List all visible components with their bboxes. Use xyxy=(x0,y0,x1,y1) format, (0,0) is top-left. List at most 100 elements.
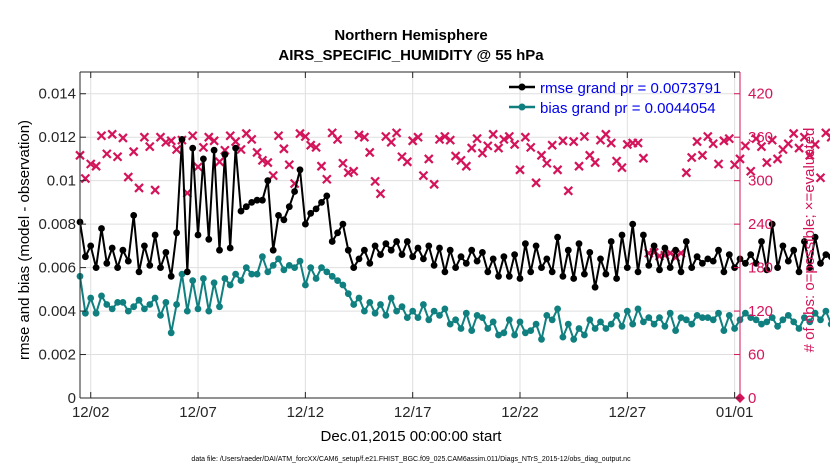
rmse-point xyxy=(704,255,712,263)
obs-mark-b xyxy=(751,133,761,144)
bias-point xyxy=(564,320,572,328)
obs-mark-b xyxy=(762,157,772,168)
legend: rmse grand pr = 0.0073791 bias grand pr … xyxy=(509,80,721,117)
rmse-point xyxy=(302,220,309,228)
obs-point xyxy=(756,141,767,152)
bias-point xyxy=(495,331,502,339)
bias-point xyxy=(586,316,594,324)
rmse-point xyxy=(500,253,508,261)
rmse-point xyxy=(774,264,781,271)
obs-point xyxy=(118,133,128,143)
obs-mark-b xyxy=(118,133,128,143)
bias-point xyxy=(522,329,529,337)
rmse-point xyxy=(130,212,138,219)
bias-point xyxy=(382,312,390,319)
bias-point xyxy=(758,320,765,328)
obs-mark-a xyxy=(826,132,830,138)
bias-point xyxy=(114,299,121,306)
chart-subtitle: AIRS_SPECIFIC_HUMIDITY @ 55 hPa xyxy=(278,47,544,64)
bias-point xyxy=(634,305,642,313)
bias-point xyxy=(393,307,400,315)
rmse-point xyxy=(253,196,261,204)
bias-point xyxy=(645,314,653,321)
obs-mark-b xyxy=(745,166,756,177)
obs-mark-b xyxy=(128,146,139,157)
obs-point xyxy=(563,186,574,196)
obs-point xyxy=(799,132,810,142)
rmse-point xyxy=(178,136,186,143)
obs-mark-b xyxy=(268,170,278,181)
obs-mark-b xyxy=(461,161,472,171)
obs-mark-b xyxy=(525,142,536,153)
obs-mark-b xyxy=(799,132,810,142)
obs-mark-b xyxy=(611,156,622,166)
obs-point xyxy=(617,162,627,173)
obs-mark-b xyxy=(96,130,107,141)
bias-point xyxy=(124,307,132,315)
bias-point xyxy=(597,318,604,326)
obs-mark-b xyxy=(472,133,482,144)
bias-point xyxy=(538,335,545,343)
rmse-point xyxy=(543,255,551,263)
bias-point xyxy=(763,318,771,326)
obs-mark-b xyxy=(568,136,579,147)
bias-point xyxy=(178,270,186,278)
obs-point xyxy=(134,183,144,193)
obs-mark-b xyxy=(483,141,493,151)
obs-mark-b xyxy=(338,158,348,169)
rmse-point xyxy=(548,268,556,276)
obs-mark-b xyxy=(536,150,547,161)
bias-point xyxy=(747,314,755,321)
bias-point xyxy=(543,312,551,319)
obs-point xyxy=(493,143,504,153)
rmse-point xyxy=(259,196,266,204)
obs-mark-b xyxy=(579,131,590,142)
bias-point xyxy=(768,314,776,321)
rmse-point xyxy=(715,246,722,254)
rmse-point xyxy=(183,268,191,276)
rmse-point xyxy=(344,246,352,254)
rmse-point xyxy=(98,225,105,232)
rmse-point xyxy=(210,146,218,154)
rmse-point xyxy=(242,203,250,211)
rmse-point xyxy=(554,233,561,241)
bias-point xyxy=(811,309,819,317)
rmse-point xyxy=(575,240,583,248)
obs-mark-b xyxy=(198,142,209,153)
bias-point xyxy=(516,318,524,326)
bias-point xyxy=(715,309,722,317)
bias-point xyxy=(328,272,336,280)
rmse-point xyxy=(232,144,240,152)
bias-point xyxy=(259,253,266,261)
rmse-point xyxy=(538,264,545,271)
obs-mark-b xyxy=(590,157,600,168)
obs-point xyxy=(429,179,439,190)
rmse-point xyxy=(248,199,256,206)
rmse-point xyxy=(768,220,776,228)
bias-point xyxy=(682,316,690,324)
y-tick-label-left: 0.004 xyxy=(38,303,76,320)
rmse-point xyxy=(597,255,604,263)
rmse-point xyxy=(747,251,755,258)
bias-point xyxy=(200,275,207,282)
obs-mark-b xyxy=(713,159,724,169)
x-tick-label: 12/02 xyxy=(72,404,110,421)
bias-point xyxy=(752,316,760,324)
obs-point xyxy=(316,161,327,171)
rmse-point xyxy=(312,205,320,213)
rmse-point xyxy=(817,259,824,267)
rmse-point xyxy=(194,231,202,239)
bias-point xyxy=(232,270,240,278)
bias-point xyxy=(505,316,513,324)
obs-point xyxy=(128,146,139,157)
bias-point xyxy=(307,264,315,271)
obs-point xyxy=(719,136,729,146)
obs-mark-b xyxy=(558,136,568,146)
bias-point xyxy=(237,277,245,284)
obs-mark-b xyxy=(263,157,273,168)
rmse-point xyxy=(82,253,89,261)
obs-mark-b xyxy=(563,186,574,196)
obs-mark-b xyxy=(327,128,337,138)
obs-point xyxy=(762,157,772,168)
bias-point xyxy=(285,262,293,269)
